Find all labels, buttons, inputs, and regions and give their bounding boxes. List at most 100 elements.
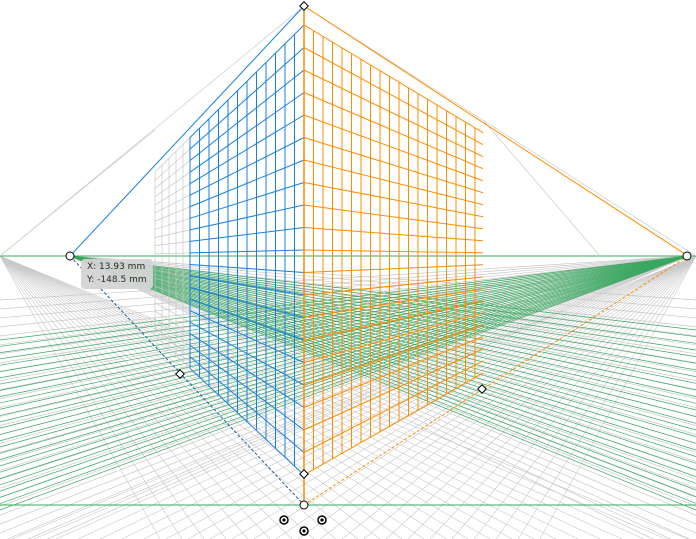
left-plane-extension-line xyxy=(154,206,191,222)
plane-extent-dot-icon xyxy=(302,529,306,533)
ground-extension-line xyxy=(0,255,689,364)
ground-extension-line xyxy=(0,255,689,525)
right-vanishing-line xyxy=(303,5,689,257)
right-plane-horizontal-line xyxy=(303,227,484,242)
left-plane-extension-line xyxy=(154,252,191,255)
right-plane-horizontal-line xyxy=(303,24,484,134)
left-vanishing-line xyxy=(69,5,305,257)
grid-line xyxy=(482,119,601,257)
ground-grid-line xyxy=(69,255,696,464)
right-grid-extent-handle[interactable] xyxy=(477,384,487,394)
ground-grid-line xyxy=(0,255,689,467)
ground-grid-line xyxy=(0,255,689,385)
right-plane-horizontal-line xyxy=(303,300,484,341)
left-plane-extension-line xyxy=(154,294,191,311)
right-plane-horizontal-line xyxy=(303,348,484,431)
ground-extension-line xyxy=(0,255,161,539)
ground-grid-line xyxy=(0,255,689,360)
left-plane-extension-line xyxy=(154,160,191,189)
ground-extension-line xyxy=(165,255,696,539)
ground-extension-line xyxy=(539,255,696,539)
ground-grid-line xyxy=(0,255,689,347)
ground-grid-line xyxy=(0,255,689,486)
right-plane-horizontal-line xyxy=(303,92,484,170)
ground-extension-line xyxy=(517,255,696,539)
right-plane-horizontal-line xyxy=(303,264,484,273)
grid-line xyxy=(0,129,156,257)
ground-grid-line xyxy=(69,255,696,444)
ground-grid-line xyxy=(0,255,689,429)
ground-grid-line xyxy=(0,255,689,372)
ground-extension-line xyxy=(0,255,249,539)
left-plane-extension-line xyxy=(154,241,191,246)
ground-extension-line xyxy=(77,255,696,539)
ground-extension-line xyxy=(0,255,447,539)
vertical-extent-handle[interactable] xyxy=(299,1,309,11)
left-plane-extension-line xyxy=(154,278,191,288)
ground-grid-line xyxy=(69,255,696,451)
tooltip-x: X: 13.93 mm xyxy=(87,262,146,272)
ground-extension-line xyxy=(0,255,557,539)
origin-handle[interactable] xyxy=(299,500,309,510)
left-plane-extension-line xyxy=(154,327,191,358)
extension-line xyxy=(0,5,305,257)
ground-grid-line xyxy=(69,255,696,351)
right-plane-horizontal-line xyxy=(303,159,484,206)
extension-line xyxy=(303,5,696,257)
right-plane-horizontal-line xyxy=(303,372,484,476)
ground-extension-line xyxy=(231,255,696,539)
ground-grid-line xyxy=(69,255,696,457)
ground-grid-line xyxy=(0,255,689,410)
right-plane-horizontal-line xyxy=(303,312,484,363)
left-plane-extension-line xyxy=(154,217,191,230)
ground-extension-line xyxy=(187,255,696,539)
right-plane-horizontal-line xyxy=(303,137,484,194)
ground-extension-line xyxy=(143,255,696,539)
grid-cell-size-handle[interactable] xyxy=(299,469,309,479)
ground-extension-line xyxy=(253,255,696,539)
left-plane-extension-line xyxy=(154,137,191,173)
ground-extension-line xyxy=(341,255,696,539)
ground-grid-line xyxy=(69,255,696,398)
ground-grid-line xyxy=(0,255,689,379)
ground-extension-line xyxy=(319,255,696,539)
ground-extension-line xyxy=(69,255,696,507)
ground-extension-line xyxy=(0,255,183,539)
ground-grid-line xyxy=(0,255,689,416)
ground-extension-line xyxy=(0,255,337,539)
ground-extension-line xyxy=(0,255,689,489)
ground-extension-line xyxy=(407,255,696,539)
ground-grid-line xyxy=(69,255,696,504)
ground-grid-line xyxy=(69,255,696,431)
left-plane-extension-line xyxy=(154,310,191,334)
ground-extension-line xyxy=(0,255,689,539)
ground-extension-line xyxy=(33,255,696,539)
left-grid-extent-handle[interactable] xyxy=(175,369,185,379)
right-vanishing-point-handle[interactable] xyxy=(682,251,692,261)
ground-extension-line xyxy=(69,255,696,408)
ground-extension-line xyxy=(0,255,601,539)
left-ground-edge xyxy=(69,255,305,506)
left-plane-extension-line xyxy=(154,335,191,369)
ground-grid-line xyxy=(0,255,689,423)
ground-grid-line xyxy=(0,255,689,435)
ground-extension-line xyxy=(0,255,469,539)
ground-grid-line xyxy=(0,255,689,353)
left-vanishing-point-handle[interactable] xyxy=(65,251,75,261)
ground-grid-line xyxy=(69,255,696,344)
ground-grid-line xyxy=(69,255,696,411)
ground-extension-line xyxy=(495,255,696,539)
ground-extension-line xyxy=(69,255,672,539)
tooltip-y: Y: -148.5 mm xyxy=(87,275,147,285)
ground-grid-line xyxy=(0,255,689,498)
ground-extension-line xyxy=(99,255,696,539)
ground-extension-line xyxy=(0,255,623,539)
ground-grid-line xyxy=(0,255,689,442)
right-plane-horizontal-line xyxy=(303,114,484,182)
ground-grid-line xyxy=(0,255,689,460)
left-plane-extension-line xyxy=(154,183,191,206)
ground-extension-line xyxy=(27,255,689,539)
ground-extension-line xyxy=(385,255,696,539)
